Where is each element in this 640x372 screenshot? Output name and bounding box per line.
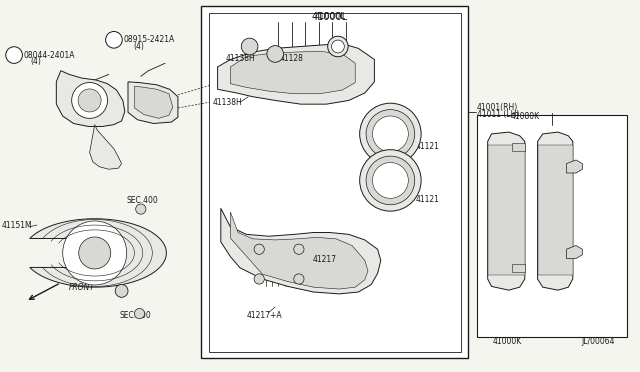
Circle shape <box>360 150 421 211</box>
Text: M: M <box>111 37 116 42</box>
Text: 41011 (LH): 41011 (LH) <box>477 110 519 119</box>
Polygon shape <box>56 71 125 126</box>
Text: (4): (4) <box>30 57 41 66</box>
Circle shape <box>6 47 22 63</box>
Circle shape <box>372 163 408 198</box>
Polygon shape <box>566 160 582 173</box>
Text: 41138H: 41138H <box>213 98 243 107</box>
Text: SEC.400: SEC.400 <box>127 196 159 205</box>
Polygon shape <box>90 125 122 169</box>
Text: 41000L: 41000L <box>312 12 348 22</box>
Polygon shape <box>230 51 355 94</box>
Text: FRONT: FRONT <box>69 283 95 292</box>
Text: 41080K: 41080K <box>510 112 540 121</box>
Circle shape <box>136 204 146 214</box>
Text: 41138H: 41138H <box>226 54 255 62</box>
Text: 41000K: 41000K <box>493 337 522 346</box>
Text: 41121: 41121 <box>416 195 440 203</box>
Text: 08915-2421A: 08915-2421A <box>124 35 175 44</box>
Circle shape <box>63 221 127 285</box>
Text: 41151M: 41151M <box>2 221 33 230</box>
Circle shape <box>79 237 111 269</box>
Polygon shape <box>512 264 525 272</box>
Text: 41128: 41128 <box>280 54 303 62</box>
Circle shape <box>241 38 258 55</box>
Polygon shape <box>488 145 525 275</box>
Circle shape <box>372 116 408 152</box>
Text: (4): (4) <box>133 42 144 51</box>
Bar <box>201 6 468 358</box>
Bar <box>477 115 627 337</box>
Circle shape <box>106 32 122 48</box>
Text: 41121: 41121 <box>416 142 440 151</box>
Polygon shape <box>566 246 582 259</box>
Circle shape <box>328 36 348 57</box>
Text: SEC.400: SEC.400 <box>119 311 151 320</box>
Polygon shape <box>218 45 374 104</box>
Circle shape <box>366 156 415 205</box>
Text: 41217+A: 41217+A <box>246 311 282 320</box>
Circle shape <box>254 274 264 284</box>
Polygon shape <box>488 132 525 290</box>
Circle shape <box>366 110 415 158</box>
Circle shape <box>115 285 128 297</box>
Text: 08044-2401A: 08044-2401A <box>24 51 75 60</box>
Circle shape <box>294 274 304 284</box>
Circle shape <box>78 89 101 112</box>
Polygon shape <box>29 219 166 287</box>
Polygon shape <box>538 145 573 275</box>
Circle shape <box>254 244 264 254</box>
Text: 41001(RH): 41001(RH) <box>477 103 518 112</box>
Polygon shape <box>128 82 178 124</box>
Text: JL/00064: JL/00064 <box>581 337 614 346</box>
Circle shape <box>294 244 304 254</box>
Polygon shape <box>134 86 173 118</box>
Circle shape <box>72 83 108 118</box>
Polygon shape <box>221 208 381 294</box>
Text: 41217: 41217 <box>312 255 337 264</box>
Circle shape <box>267 46 284 62</box>
Polygon shape <box>512 143 525 151</box>
Circle shape <box>332 40 344 53</box>
Polygon shape <box>538 132 573 290</box>
Polygon shape <box>230 212 368 289</box>
Text: D: D <box>12 52 17 58</box>
Circle shape <box>360 103 421 165</box>
Text: 41000L: 41000L <box>314 12 345 21</box>
Bar <box>209 13 461 352</box>
Circle shape <box>134 308 145 319</box>
